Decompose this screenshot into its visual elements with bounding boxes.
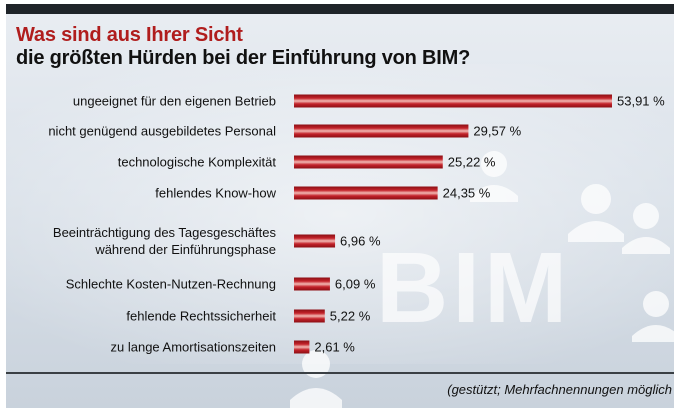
bar [294,309,325,323]
bar [294,186,438,200]
person-icon [568,184,624,242]
value-label: 6,09 % [335,277,376,292]
value-label: 5,22 % [330,309,371,324]
bar [294,340,310,354]
top-rule [6,4,674,14]
category-label: ungeeignet für den eigenen Betrieb [73,94,276,109]
title-line-1: Was sind aus Ihrer Sicht [16,24,243,46]
value-label: 25,22 % [448,155,496,170]
bar [294,234,336,248]
bar [294,124,469,138]
person-icons [290,151,674,408]
category-label: fehlendes Know-how [155,186,276,201]
category-label: technologische Komplexität [118,155,277,170]
footnote: (gestützt; Mehrfachnennungen möglich [447,382,672,397]
chart-frame: BIM Was sind aus Ihrer Sicht die größten… [6,4,674,408]
title-line-2: die größten Hürden bei der Einführung vo… [16,47,471,69]
value-label: 53,91 % [617,94,665,109]
value-label: 6,96 % [340,234,381,249]
category-label: Schlechte Kosten-Nutzen-Rechnung [66,277,276,292]
person-icon [622,203,670,254]
bar-chart: ungeeignet für den eigenen Betrieb nicht … [48,94,665,355]
category-label: zu lange Amortisationszeiten [111,340,276,355]
category-labels: ungeeignet für den eigenen Betrieb nicht … [48,94,276,355]
background-illustration: BIM [6,64,674,408]
person-icon [290,350,342,408]
value-labels: 53,91 % 29,57 % 25,22 % 24,35 % 6,96 % 6,09 %… [314,94,665,355]
bar [294,94,612,108]
value-label: 24,35 % [443,186,491,201]
value-label: 29,57 % [473,124,521,139]
chart-title: Was sind aus Ihrer Sicht die größten Hür… [16,24,666,70]
bar [294,155,443,169]
category-label: fehlende Rechtssicherheit [126,309,276,324]
value-label: 2,61 % [314,340,355,355]
category-label: Beeinträchtigung des Tagesgeschäftes währ… [53,225,277,257]
bar [294,277,330,291]
bars [294,94,612,354]
category-label: nicht genügend ausgebildetes Personal [48,124,276,139]
person-icon [632,291,674,342]
background-bim-text: BIM [376,232,571,344]
person-icon [470,151,518,202]
bottom-rule [6,372,674,374]
